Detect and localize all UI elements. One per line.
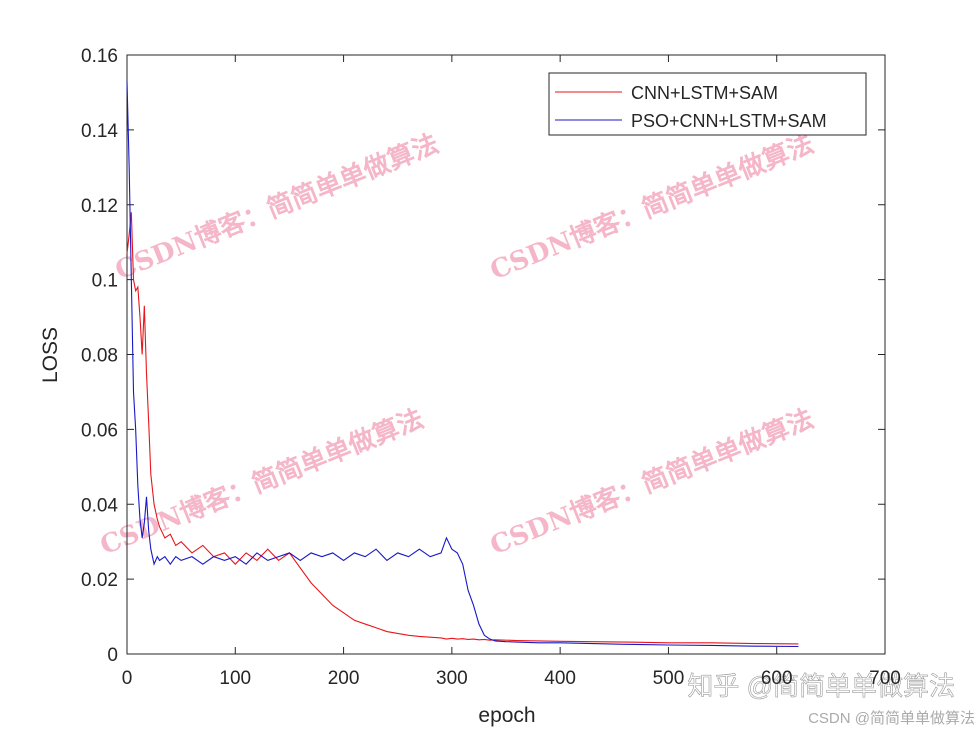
y-tick-label: 0.08 bbox=[81, 346, 118, 367]
legend-label: PSO+CNN+LSTM+SAM bbox=[631, 111, 827, 131]
y-tick-label: 0.12 bbox=[81, 196, 118, 217]
watermark: CSDN @简简单单做算法 bbox=[808, 709, 975, 727]
y-tick-label: 0.16 bbox=[81, 46, 118, 67]
legend-box bbox=[548, 72, 867, 136]
x-tick-label: 400 bbox=[544, 668, 576, 689]
y-tick-label: 0.04 bbox=[81, 495, 118, 516]
y-tick-label: 0.06 bbox=[81, 420, 118, 441]
y-axis-label: LOSS bbox=[39, 327, 62, 383]
legend-label: CNN+LSTM+SAM bbox=[631, 83, 778, 103]
x-axis-label: epoch bbox=[478, 704, 535, 727]
series-line bbox=[126, 81, 799, 648]
y-tick-label: 0 bbox=[107, 645, 118, 666]
y-tick-label: 0.1 bbox=[92, 271, 118, 292]
x-tick-label: 500 bbox=[653, 668, 685, 689]
x-tick-label: 100 bbox=[219, 668, 251, 689]
x-tick-label: 0 bbox=[122, 668, 133, 689]
x-tick-label: 600 bbox=[761, 668, 793, 689]
x-tick-label: 200 bbox=[328, 668, 360, 689]
y-tick-label: 0.02 bbox=[81, 570, 118, 591]
x-tick-label: 700 bbox=[869, 668, 901, 689]
watermark: 知乎 @简简单单做算法 bbox=[687, 671, 955, 701]
x-tick-label: 300 bbox=[436, 668, 468, 689]
y-tick-label: 0.14 bbox=[81, 121, 118, 142]
